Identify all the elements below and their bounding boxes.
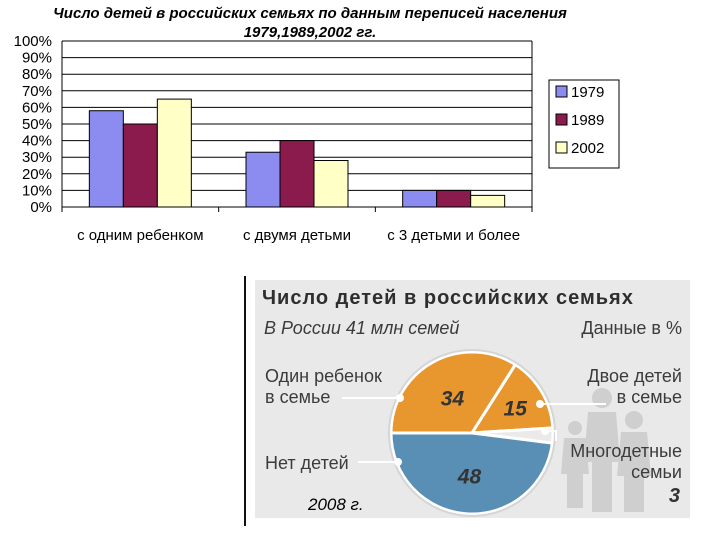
bar-marks: [88, 98, 506, 208]
bar-chart: 0%10%20%30%40%50%60%70%80%90%100% с одни…: [14, 33, 620, 244]
pie-slices: [388, 349, 556, 517]
pie-chart-subtitle: В России 41 млн семей: [264, 318, 460, 338]
slice-label-line: в семье: [265, 387, 331, 407]
y-tick-label: 100%: [14, 33, 52, 50]
legend-label: 1989: [571, 112, 604, 129]
legend-label: 2002: [571, 140, 604, 157]
y-tick-label: 30%: [22, 149, 52, 166]
bar: [245, 151, 281, 208]
y-tick-label: 80%: [22, 66, 52, 83]
y-tick-label: 60%: [22, 99, 52, 116]
bar-x-axis: с одним ребенком с двумя детьми с 3 детьми…: [77, 227, 520, 244]
slice-label-line: Один ребенок: [265, 366, 382, 386]
x-tick-label: с 3 детьми и более: [387, 227, 520, 244]
legend-swatch: [555, 141, 568, 154]
bar: [88, 110, 124, 208]
y-tick-label: 20%: [22, 166, 52, 183]
bar: [313, 160, 349, 208]
slice-label-line: семьи: [631, 462, 682, 482]
slice-label-line: в семье: [616, 387, 682, 407]
slice-label-one-child: Один ребенок в семье: [265, 366, 382, 408]
bar: [122, 123, 158, 208]
bar-legend: 1979 1989 2002: [548, 79, 620, 169]
leader-dot: [541, 427, 549, 435]
pie-units-label: Данные в %: [581, 318, 682, 338]
slice-value-label: 34: [441, 388, 465, 411]
slice-label-line: Многодетные: [570, 441, 682, 461]
legend-swatch: [555, 85, 568, 98]
y-tick-label: 40%: [22, 133, 52, 150]
bar-chart-title: Число детей в российских семьях по данны…: [53, 5, 567, 41]
leader-dot: [396, 394, 404, 402]
y-tick-label: 50%: [22, 116, 52, 133]
x-tick-label: с одним ребенком: [77, 227, 204, 244]
slice-value-label: 48: [457, 465, 482, 488]
y-tick-label: 10%: [22, 182, 52, 199]
divider-line: [244, 276, 246, 526]
bar-y-axis: 0%10%20%30%40%50%60%70%80%90%100%: [14, 33, 52, 216]
leader-dot: [536, 400, 544, 408]
pie-chart-title: Число детей в российских семьях: [262, 287, 634, 309]
slice-value-label: 15: [504, 397, 528, 420]
pie-slice: [469, 362, 555, 435]
slice-label-no-children: Нет детей: [265, 453, 349, 473]
legend-label: 1979: [571, 84, 604, 101]
family-silhouette-icon: [561, 388, 651, 512]
slice-value-large-families: 3: [668, 485, 680, 507]
pie-leader-lines: [342, 394, 606, 466]
bar: [279, 140, 315, 208]
x-tick-label: с двумя детьми: [243, 227, 351, 244]
leader-dot: [394, 458, 402, 466]
slice-label-two-children: Двое детей в семье: [587, 366, 682, 408]
legend-swatch: [555, 113, 568, 126]
y-tick-label: 70%: [22, 83, 52, 100]
pie-value-labels: 34 15 48: [441, 388, 527, 489]
y-tick-label: 0%: [30, 199, 52, 216]
bar: [156, 98, 192, 208]
year-annotation: 2008 г.: [308, 495, 364, 514]
bar-axes: [61, 41, 533, 212]
y-tick-label: 90%: [22, 50, 52, 67]
slice-label-line: Двое детей: [587, 366, 682, 386]
slice-label-large-families: Многодетные семьи: [570, 441, 682, 483]
